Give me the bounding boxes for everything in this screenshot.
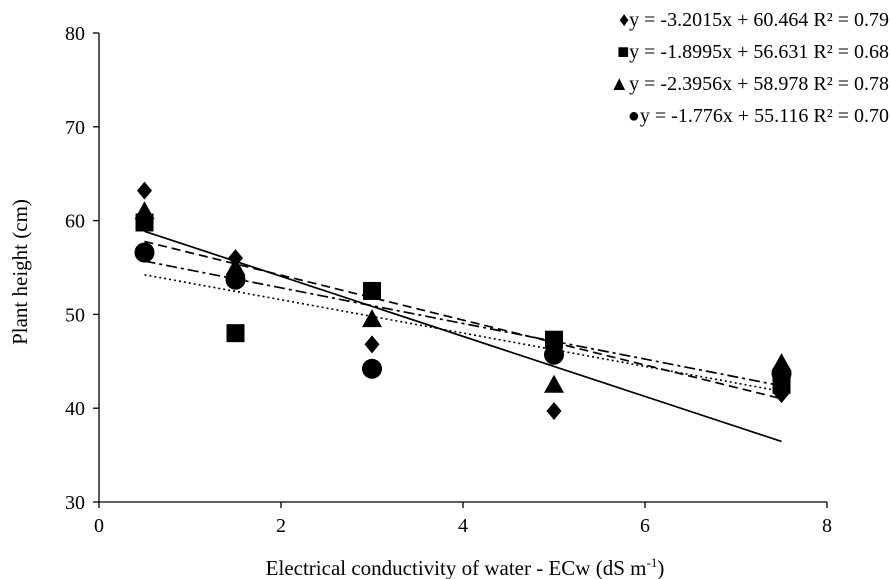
legend-r-squared: R² = 0.79	[813, 9, 889, 31]
legend-entry-square: ■y = -1.8995x + 56.631 R² = 0.68	[617, 41, 889, 63]
x-tick-label: 2	[276, 515, 286, 537]
y-tick-label: 40	[65, 398, 85, 420]
legend-equation: y = -2.3956x + 58.978	[629, 73, 808, 95]
y-axis-title: Plant height (cm)	[8, 199, 32, 345]
legend-equation: y = -1.8995x + 56.631	[629, 41, 808, 63]
data-point-diamond	[137, 181, 152, 200]
trendline-triangle	[144, 240, 782, 400]
data-point-diamond	[546, 402, 562, 421]
legend-r-squared: R² = 0.70	[813, 105, 889, 127]
y-tick-label: 30	[65, 492, 85, 514]
markers	[134, 181, 792, 421]
y-tick-label: 80	[65, 23, 85, 45]
legend-symbol: ▲	[609, 73, 629, 95]
ticks: 0 2 4 6 8 30 40 50 60 70 80	[65, 23, 832, 537]
axes	[98, 33, 827, 503]
data-point-circle	[362, 358, 382, 379]
legend-symbol: ♦	[619, 9, 629, 31]
data-point-triangle	[544, 374, 564, 393]
legend-equation: y = -3.2015x + 60.464	[629, 9, 808, 31]
legend-label: ●y = -1.776x + 55.116 R² = 0.70	[628, 105, 889, 127]
x-axis-title-suffix: )	[657, 556, 664, 579]
data-point-square	[226, 324, 245, 343]
x-tick-label: 6	[640, 515, 650, 537]
y-tick-label: 60	[65, 211, 85, 233]
legend-r-squared: R² = 0.78	[813, 73, 889, 95]
x-tick-label: 8	[822, 515, 832, 537]
y-tick-label: 70	[65, 117, 85, 139]
trendline-diamond	[144, 230, 782, 443]
data-point-square	[545, 330, 563, 349]
legend-label: ♦y = -3.2015x + 60.464 R² = 0.79	[619, 9, 889, 31]
data-point-diamond	[364, 335, 380, 354]
legend-equation: y = -1.776x + 55.116	[640, 105, 808, 127]
trendlines	[144, 230, 782, 443]
data-point-circle	[544, 344, 564, 365]
data-point-triangle	[134, 201, 155, 220]
x-axis-title: Electrical conductivity of water - ECw (…	[266, 555, 665, 579]
data-point-circle	[134, 242, 155, 263]
x-axis-title-superscript: -1	[646, 555, 657, 570]
y-tick-label: 50	[65, 304, 85, 326]
legend-label: ▲y = -2.3956x + 58.978 R² = 0.78	[609, 73, 889, 95]
legend: ♦y = -3.2015x + 60.464 R² = 0.79 ■y = -1.8…	[609, 9, 889, 127]
legend-r-squared: R² = 0.68	[813, 41, 889, 63]
legend-entry-triangle: ▲y = -2.3956x + 58.978 R² = 0.78	[609, 73, 889, 95]
data-point-triangle	[362, 309, 382, 328]
data-point-square	[363, 281, 381, 300]
x-tick-label: 4	[458, 515, 468, 537]
legend-label: ■y = -1.8995x + 56.631 R² = 0.68	[617, 41, 889, 63]
data-point-circle	[771, 363, 792, 384]
data-point-triangle	[225, 257, 246, 276]
trendline-square	[144, 260, 782, 387]
legend-entry-diamond: ♦y = -3.2015x + 60.464 R² = 0.79	[619, 9, 889, 31]
legend-symbol: ■	[617, 41, 629, 63]
legend-symbol: ●	[628, 105, 640, 127]
x-axis-title-main: Electrical conductivity of water - ECw (…	[266, 556, 647, 579]
legend-entry-circle: ●y = -1.776x + 55.116 R² = 0.70	[628, 105, 889, 127]
x-tick-label: 0	[94, 515, 104, 537]
data-point-circle	[225, 269, 246, 290]
